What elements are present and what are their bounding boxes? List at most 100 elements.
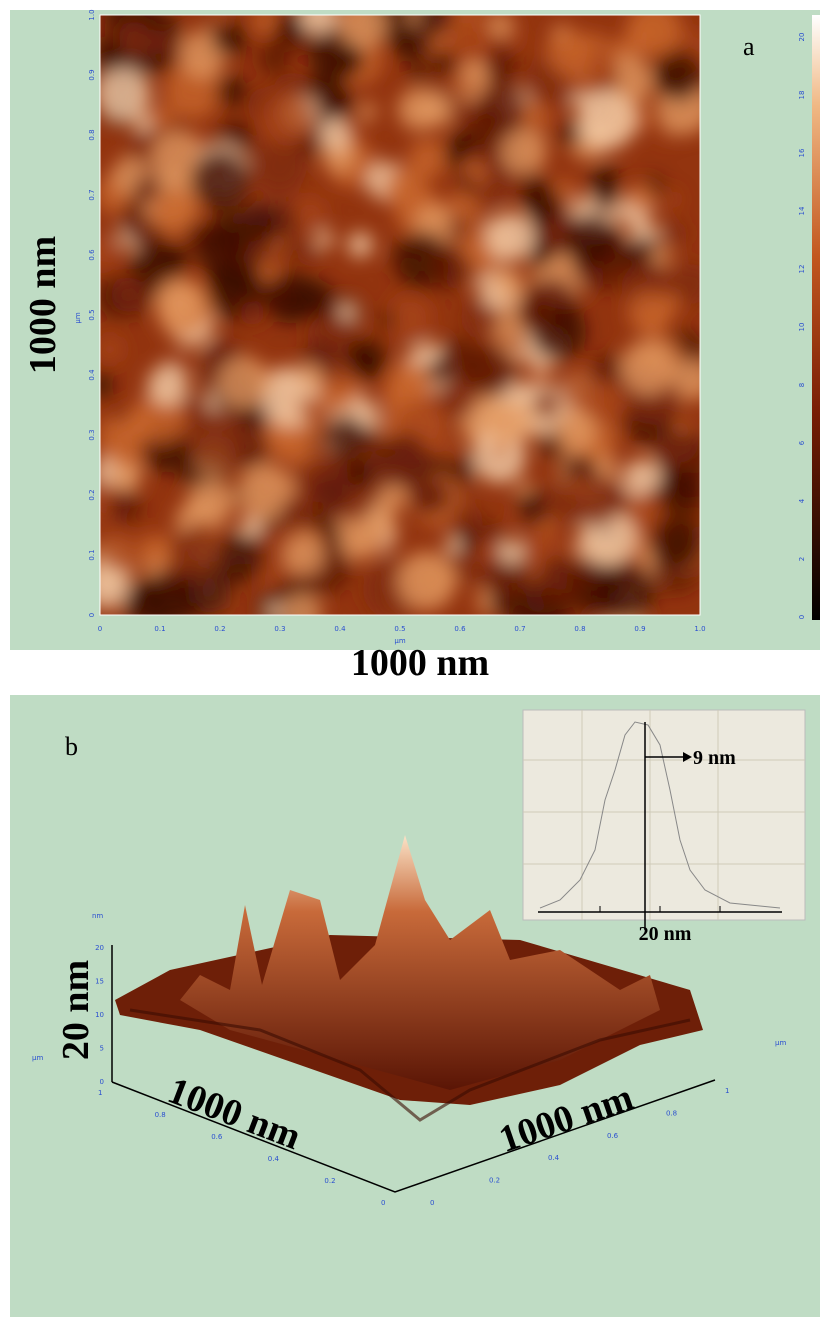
texture-blob [264,271,317,324]
texture-blob [294,197,327,230]
texture-blob [298,396,321,419]
texture-blob [316,231,333,248]
texture-blob [397,552,456,611]
texture-blob [621,340,676,395]
texture-blob [493,268,523,298]
x-tick-label: 0.8 [574,625,585,633]
texture-blob [521,170,539,188]
texture-blob [148,30,172,54]
texture-blob [628,291,672,335]
y-unit: µm [74,312,82,323]
texture-blob [108,490,143,525]
y-tick-label: 0 [88,613,96,617]
y-tick-label: 0.8 [666,1109,677,1117]
texture-blob [217,356,269,408]
texture-blob [231,124,248,141]
texture-blob [583,381,628,426]
texture-blob [542,485,580,523]
texture-blob [325,415,365,455]
texture-blob [339,303,357,321]
texture-blob [352,344,385,377]
texture-blob [347,53,363,69]
texture-blob [311,474,351,514]
y-axis-label: 1000 nm [22,236,64,374]
colorbar-tick-label: 18 [798,91,806,100]
y-tick-label: 0.3 [88,429,96,440]
x-tick-label: 1 [98,1089,102,1097]
texture-blob [252,140,307,195]
texture-blob [348,232,373,257]
inset-annotation: 9 nm [693,747,736,769]
x-tick-label: 0.4 [334,625,346,633]
y-tick-label: 0.4 [548,1154,560,1162]
y-tick-label: 0.4 [88,369,96,381]
xy-unit: µm [775,1039,786,1047]
texture-blob [212,21,248,57]
colorbar [812,15,820,620]
texture-blob [240,300,265,325]
texture-blob [260,92,313,145]
texture-blob [111,404,130,423]
texture-blob [488,400,532,444]
texture-blob [431,51,456,76]
texture-blob [281,495,313,527]
texture-blob [169,528,221,580]
x-tick-label: 1.0 [694,625,705,633]
texture-blob [384,166,429,211]
texture-blob [591,182,619,210]
texture-blob [96,68,150,122]
xy-unit: µm [32,1054,43,1062]
texture-blob [136,177,160,201]
texture-blob [490,15,512,37]
texture-blob [499,539,525,565]
x-tick-label: 0 [98,625,102,633]
texture-blob [650,246,671,267]
texture-blob [191,151,250,210]
texture-blob [501,129,547,175]
texture-blob [458,174,475,191]
y-tick-label: 0.1 [88,549,96,560]
x-tick-label: 0.5 [394,625,405,633]
colorbar-tick-label: 6 [798,440,806,445]
x-tick-label: 0.2 [214,625,225,633]
z-unit: nm [92,912,103,920]
texture-blob [597,562,655,620]
texture-blob [359,103,376,120]
texture-blob [346,120,367,141]
texture-blob [464,345,516,397]
texture-blob [216,76,247,107]
texture-blob [427,359,451,383]
texture-blob [379,311,396,328]
y-tick-label: 0.6 [607,1132,619,1140]
x-unit: µm [394,637,405,645]
z-tick-label: 0 [100,1078,104,1086]
texture-blob [462,60,488,86]
x-tick-label: 0.3 [274,625,285,633]
texture-blob [285,536,325,576]
texture-blob [238,202,278,242]
texture-blob [477,540,501,564]
y-tick-label: 0.9 [88,69,96,80]
y-tick-label: 1.0 [88,9,96,20]
y-tick-label: 0.2 [88,489,96,500]
x-tick-label: 0.9 [634,625,645,633]
texture-blob [140,533,173,566]
texture-blob [533,391,561,419]
y-tick-label: 0.2 [489,1177,500,1185]
texture-blob [299,363,323,387]
colorbar-tick-label: 20 [798,33,806,42]
x-tick-label: 0.6 [211,1133,223,1141]
texture-blob [374,516,397,539]
texture-blob [663,221,687,245]
texture-blob [486,213,534,261]
x-tick-label: 0.2 [324,1177,335,1185]
texture-blob [649,516,704,571]
texture-blob [656,468,703,515]
panel-label: b [65,732,78,761]
texture-blob [347,459,376,488]
colorbar-tick-label: 4 [798,498,806,503]
panel-label: a [743,32,755,61]
x-tick-label: 0.8 [155,1111,166,1119]
y-tick-label: 0.6 [88,249,96,261]
texture-blob [478,82,526,130]
